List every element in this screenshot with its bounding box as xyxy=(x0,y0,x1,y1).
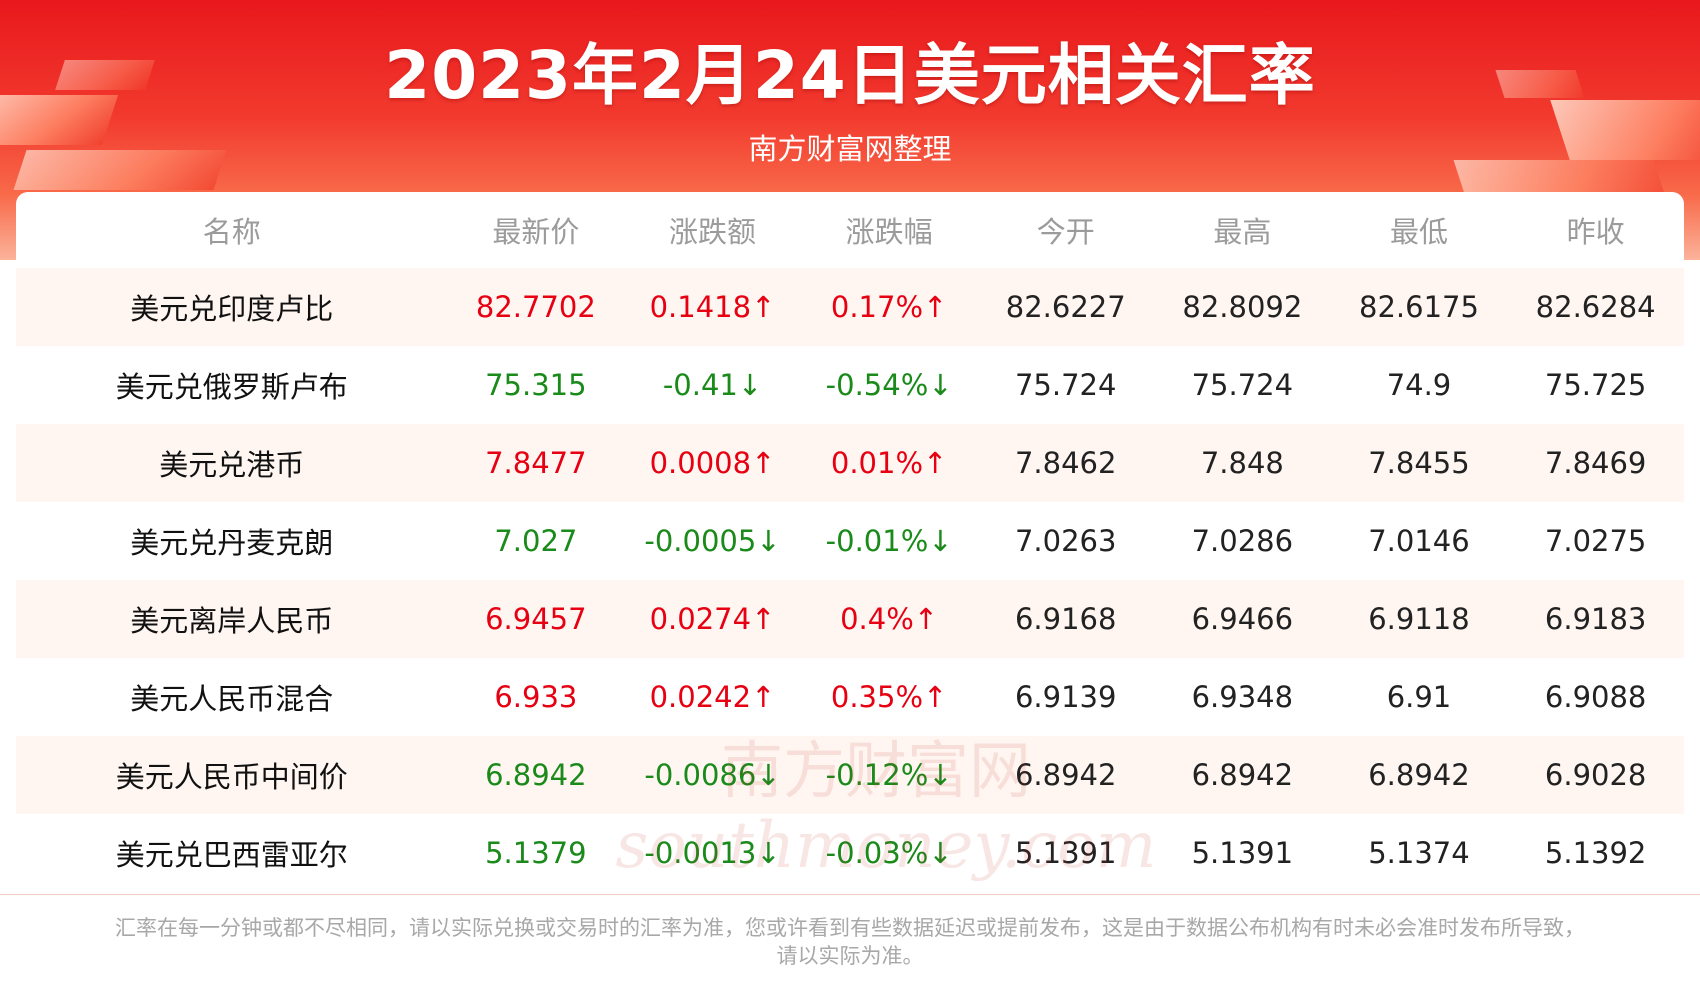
cell-low: 7.0146 xyxy=(1330,502,1508,580)
table-row: 美元兑俄罗斯卢布 75.315 -0.41↓ -0.54%↓ 75.724 75.724 7… xyxy=(16,346,1684,424)
cell-change-pct: -0.01%↓ xyxy=(800,502,978,580)
cell-prev-close: 6.9183 xyxy=(1507,580,1684,658)
cell-high: 75.724 xyxy=(1154,346,1331,424)
cell-prev-close: 5.1392 xyxy=(1507,814,1684,892)
cell-low: 6.9118 xyxy=(1330,580,1508,658)
cell-low: 82.6175 xyxy=(1330,268,1508,346)
table-row: 美元人民币中间价 6.8942 -0.0086↓ -0.12%↓ 6.8942 6.894… xyxy=(16,736,1684,814)
table-row: 美元兑丹麦克朗 7.027 -0.0005↓ -0.01%↓ 7.0263 7.0286 7… xyxy=(16,502,1684,580)
cell-high: 7.0286 xyxy=(1154,502,1331,580)
cell-change: -0.0005↓ xyxy=(624,502,801,580)
cell-change: -0.0013↓ xyxy=(624,814,801,892)
column-header-prev-close: 昨收 xyxy=(1566,215,1625,249)
cell-name: 美元兑丹麦克朗 xyxy=(16,502,448,580)
page-subtitle: 南方财富网整理 xyxy=(748,132,952,166)
cell-open: 6.9168 xyxy=(977,580,1155,658)
cell-name: 美元兑巴西雷亚尔 xyxy=(16,814,448,892)
table-row: 美元兑印度卢比 82.7702 0.1418↑ 0.17%↑ 82.6227 82.809… xyxy=(16,268,1684,346)
cell-name: 美元兑港币 xyxy=(16,424,448,502)
cell-change: -0.0086↓ xyxy=(624,736,801,814)
cell-change: 0.1418↑ xyxy=(624,268,801,346)
cell-change-pct: 0.01%↑ xyxy=(800,424,978,502)
page-title: 2023年2月24日美元相关汇率 xyxy=(384,37,1316,114)
cell-latest: 6.933 xyxy=(447,658,625,736)
cell-low: 5.1374 xyxy=(1330,814,1508,892)
cell-open: 5.1391 xyxy=(977,814,1155,892)
cell-low: 6.91 xyxy=(1330,658,1508,736)
table-row: 美元离岸人民币 6.9457 0.0274↑ 0.4%↑ 6.9168 6.9466 6.9… xyxy=(16,580,1684,658)
cell-change: 0.0274↑ xyxy=(624,580,801,658)
cell-change-pct: -0.54%↓ xyxy=(800,346,978,424)
cell-high: 7.848 xyxy=(1154,424,1331,502)
cell-change-pct: -0.12%↓ xyxy=(800,736,978,814)
table-row: 美元兑港币 7.8477 0.0008↑ 0.01%↑ 7.8462 7.848 7.845… xyxy=(16,424,1684,502)
cell-name: 美元兑印度卢比 xyxy=(16,268,448,346)
cell-low: 7.8455 xyxy=(1330,424,1508,502)
cell-open: 7.8462 xyxy=(977,424,1155,502)
cell-latest: 6.8942 xyxy=(447,736,625,814)
cell-prev-close: 75.725 xyxy=(1507,346,1684,424)
cell-name: 美元人民币中间价 xyxy=(16,736,448,814)
cell-change: -0.41↓ xyxy=(624,346,801,424)
cell-open: 75.724 xyxy=(977,346,1155,424)
cell-high: 6.9348 xyxy=(1154,658,1331,736)
cell-prev-close: 7.8469 xyxy=(1507,424,1684,502)
cell-open: 7.0263 xyxy=(977,502,1155,580)
cell-prev-close: 7.0275 xyxy=(1507,502,1684,580)
footer-disclaimer: 汇率在每一分钟或都不尽相同，请以实际兑换或交易时的汇率为准，您或许看到有些数据延… xyxy=(60,914,1640,970)
footer-divider xyxy=(0,894,1700,895)
cell-latest: 6.9457 xyxy=(447,580,625,658)
cell-latest: 5.1379 xyxy=(447,814,625,892)
cell-change-pct: 0.17%↑ xyxy=(800,268,978,346)
cell-open: 82.6227 xyxy=(977,268,1155,346)
table-row: 美元兑巴西雷亚尔 5.1379 -0.0013↓ -0.03%↓ 5.1391 5.139… xyxy=(16,814,1684,892)
column-header-high: 最高 xyxy=(1213,215,1272,249)
cell-change-pct: -0.03%↓ xyxy=(800,814,978,892)
column-header-latest: 最新价 xyxy=(492,215,580,249)
cell-latest: 82.7702 xyxy=(447,268,625,346)
cell-latest: 7.8477 xyxy=(447,424,625,502)
cell-latest: 7.027 xyxy=(447,502,625,580)
cell-open: 6.9139 xyxy=(977,658,1155,736)
column-header-name: 名称 xyxy=(202,215,261,249)
column-header-change-pct: 涨跌幅 xyxy=(845,215,933,249)
cell-change: 0.0008↑ xyxy=(624,424,801,502)
cell-low: 6.8942 xyxy=(1330,736,1508,814)
column-header-low: 最低 xyxy=(1389,215,1448,249)
table-row: 美元人民币混合 6.933 0.0242↑ 0.35%↑ 6.9139 6.9348 6.9… xyxy=(16,658,1684,736)
table-header-row: 名称 最新价 涨跌额 涨跌幅 今开 最高 最低 昨收 xyxy=(16,192,1684,268)
rates-card: 名称 最新价 涨跌额 涨跌幅 今开 最高 最低 昨收 美元兑印度卢比 82.770… xyxy=(16,192,1684,892)
cell-name: 美元离岸人民币 xyxy=(16,580,448,658)
cell-high: 82.8092 xyxy=(1154,268,1331,346)
column-header-open: 今开 xyxy=(1036,215,1095,249)
cell-prev-close: 6.9088 xyxy=(1507,658,1684,736)
cell-change-pct: 0.4%↑ xyxy=(800,580,978,658)
cell-high: 6.9466 xyxy=(1154,580,1331,658)
cell-prev-close: 6.9028 xyxy=(1507,736,1684,814)
footer-line-2: 请以实际为准。 xyxy=(776,944,924,968)
rates-table: 名称 最新价 涨跌额 涨跌幅 今开 最高 最低 昨收 美元兑印度卢比 82.770… xyxy=(16,192,1684,892)
cell-name: 美元人民币混合 xyxy=(16,658,448,736)
cell-change-pct: 0.35%↑ xyxy=(800,658,978,736)
cell-latest: 75.315 xyxy=(447,346,625,424)
cell-change: 0.0242↑ xyxy=(624,658,801,736)
footer-line-1: 汇率在每一分钟或都不尽相同，请以实际兑换或交易时的汇率为准，您或许看到有些数据延… xyxy=(115,916,1585,940)
cell-high: 5.1391 xyxy=(1154,814,1331,892)
cell-low: 74.9 xyxy=(1330,346,1508,424)
cell-open: 6.8942 xyxy=(977,736,1155,814)
cell-name: 美元兑俄罗斯卢布 xyxy=(16,346,448,424)
cell-high: 6.8942 xyxy=(1154,736,1331,814)
column-header-change: 涨跌额 xyxy=(668,215,756,249)
cell-prev-close: 82.6284 xyxy=(1507,268,1684,346)
